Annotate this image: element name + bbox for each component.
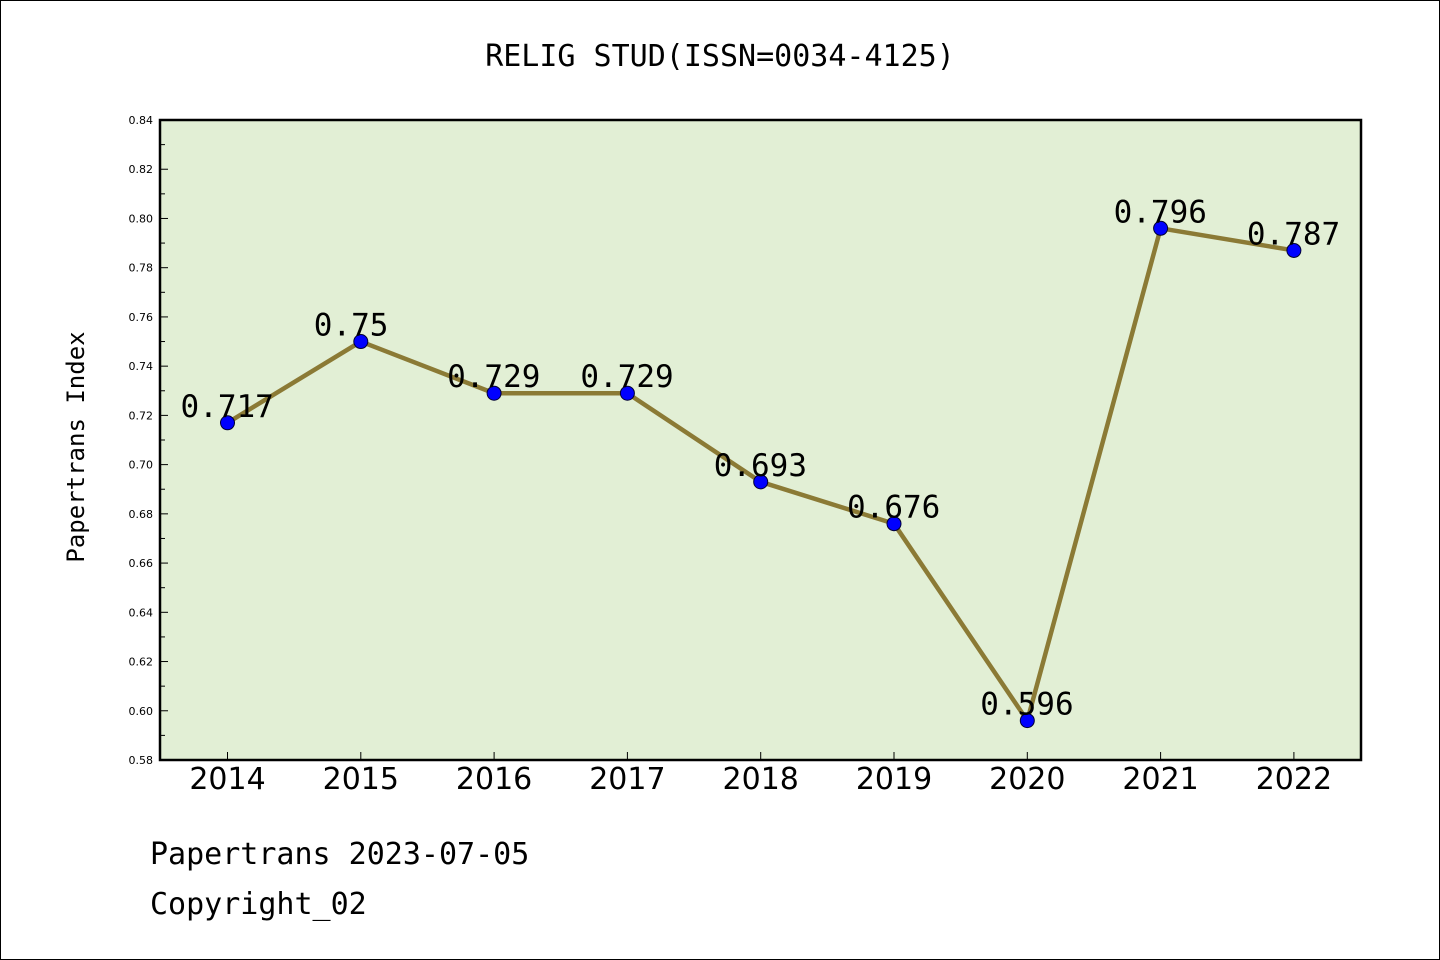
x-tick-label: 2020	[989, 762, 1065, 797]
x-tick-label: 2017	[589, 762, 665, 797]
data-label: 0.796	[1114, 194, 1207, 230]
x-axis: 2014 2015 2016 2017 2018 2019 2020 2021 2022	[189, 752, 1332, 797]
y-axis: 0.58 0.60 0.62 0.64 0.66 0.68 0.70 0.72 0.74 0.76…	[129, 114, 168, 767]
data-label: 0.729	[580, 359, 673, 395]
data-point	[220, 415, 235, 431]
data-point	[486, 385, 502, 401]
data-point	[753, 474, 769, 490]
y-tick-label: 0.68	[129, 508, 154, 521]
y-tick-label: 0.62	[129, 656, 154, 669]
data-label: 0.676	[847, 490, 940, 526]
x-tick-label: 2014	[189, 762, 265, 797]
data-point	[353, 334, 369, 350]
data-point	[619, 385, 635, 401]
y-tick-label: 0.84	[129, 114, 154, 127]
y-tick-label: 0.80	[129, 212, 154, 225]
data-label: 0.717	[181, 389, 274, 425]
footer-date: Papertrans 2023-07-05	[150, 837, 529, 872]
plot-border	[158, 118, 1363, 762]
y-tick-label: 0.78	[129, 262, 154, 275]
x-tick-label: 2015	[323, 762, 399, 797]
data-points	[220, 220, 1302, 729]
y-tick-label: 0.72	[129, 409, 154, 422]
x-tick-label: 2018	[723, 762, 799, 797]
data-point	[1153, 220, 1169, 236]
data-label: 0.729	[447, 359, 540, 395]
data-point	[886, 516, 902, 532]
y-axis-label: Papertrans Index	[62, 331, 90, 562]
chart-title: RELIG STUD(ISSN=0034-4125)	[485, 39, 955, 74]
y-tick-label: 0.76	[129, 311, 154, 324]
x-tick-label: 2022	[1256, 762, 1332, 797]
data-label: 0.596	[980, 687, 1073, 723]
data-labels: 0.717 0.75 0.729 0.729 0.693 0.676 0.596 0.796 0…	[181, 194, 1341, 722]
y-tick-label: 0.66	[129, 557, 154, 570]
y-tick-label: 0.58	[129, 754, 154, 767]
y-tick-label: 0.74	[129, 360, 154, 373]
y-tick-label: 0.64	[129, 606, 154, 619]
y-tick-label: 0.82	[129, 163, 154, 176]
y-tick-label: 0.70	[129, 459, 154, 472]
data-point	[1019, 713, 1035, 729]
data-label: 0.693	[714, 448, 807, 484]
data-point	[1286, 242, 1302, 258]
data-label: 0.75	[314, 308, 389, 344]
footer-copyright: Copyright_02	[150, 887, 367, 922]
x-tick-label: 2019	[856, 762, 932, 797]
x-tick-label: 2021	[1122, 762, 1198, 797]
x-tick-label: 2016	[456, 762, 532, 797]
data-label: 0.787	[1247, 216, 1340, 252]
y-tick-label: 0.60	[129, 705, 154, 718]
